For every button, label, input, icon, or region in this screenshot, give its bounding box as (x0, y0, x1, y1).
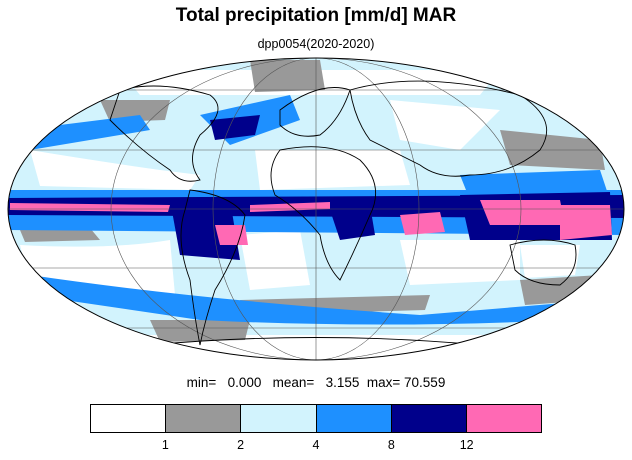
globe-outline (7, 57, 625, 361)
pink-patch-amazon (215, 225, 248, 245)
dry-region-south-atlantic (240, 230, 310, 290)
colorbar-swatch (466, 405, 542, 432)
blue-band-storm-north-pacific (20, 115, 150, 150)
dry-region-antarctica (120, 335, 520, 360)
blue-band-storm-south (30, 275, 600, 325)
colorbar-swatch (241, 405, 317, 432)
colorbar-tick-label: 2 (237, 438, 245, 452)
max-value: 70.559 (404, 375, 446, 390)
graticule-lon-60 (212, 58, 420, 360)
coast-africa (270, 146, 377, 281)
coast-antarctica (149, 337, 481, 346)
colorbar-tick-label: 12 (459, 438, 474, 452)
dry-region-indian (400, 240, 520, 285)
graticule-lon-120 (110, 58, 522, 360)
map-subtitle: dpp0054(2020-2020) (257, 37, 375, 51)
pink-patch-india (400, 212, 445, 235)
colorbar-tick-label: 8 (387, 438, 395, 452)
gray-patch-7 (100, 100, 170, 122)
pink-patch-west-pacific (560, 205, 612, 240)
dry-region-asia (390, 100, 500, 150)
pink-patch-indonesia (480, 200, 565, 225)
colorbar-swatch (391, 405, 467, 432)
colorbar-swatch (316, 405, 392, 432)
max-label: max= (366, 375, 401, 390)
colorbar-tick-label: 4 (312, 438, 320, 452)
pink-band-pacific (10, 203, 170, 212)
coast-australia (509, 239, 577, 286)
dry-region-sahara (255, 150, 410, 190)
coast-asia (349, 80, 548, 177)
colorbar-swatch (91, 405, 167, 432)
colorbar-swatch (166, 405, 242, 432)
min-label: min= (186, 375, 217, 390)
navy-patch-atlantic (210, 115, 260, 140)
colorbar-tick-label: 1 (161, 438, 169, 452)
map-title: Total precipitation [mm/d] MAR (175, 5, 457, 26)
dry-region-australia (520, 245, 580, 278)
gray-patch-6 (150, 320, 250, 342)
graticule (8, 58, 624, 360)
pink-band-atlantic (250, 202, 330, 212)
mean-value: 3.155 (325, 375, 360, 390)
coast-south-america (180, 189, 246, 346)
gray-patch-2 (250, 60, 325, 92)
statistics: min= 0.000 mean= 3.155 max= 70.559 (0, 375, 632, 390)
blue-band-asia-pacific (460, 170, 610, 200)
coastlines (109, 80, 577, 346)
coast-north-america (109, 85, 219, 182)
mean-label: mean= (272, 375, 315, 390)
coast-europe (279, 87, 351, 137)
precipitation-map (7, 57, 625, 361)
navy-patch-africa (330, 205, 375, 240)
min-value: 0.000 (227, 375, 262, 390)
dry-region-north-pacific (30, 150, 200, 190)
gray-patch-1 (20, 228, 100, 242)
colorbar (90, 404, 542, 433)
